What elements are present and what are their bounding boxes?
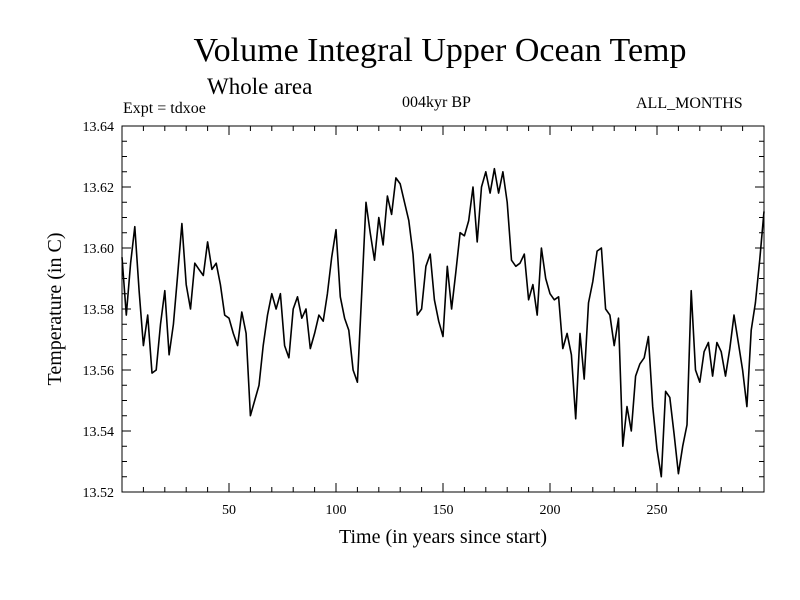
y-tick-label: 13.52: [83, 486, 115, 501]
months-label: ALL_MONTHS: [636, 95, 743, 112]
x-tick-label: 200: [540, 503, 561, 518]
y-tick-label: 13.60: [83, 242, 115, 257]
x-axis-label: Time (in years since start): [339, 526, 547, 548]
x-tick-label: 50: [222, 503, 236, 518]
x-tick-label: 100: [326, 503, 347, 518]
chart-subtitle: Whole area: [207, 74, 313, 99]
x-tick-label: 150: [433, 503, 454, 518]
y-tick-label: 13.58: [83, 303, 115, 318]
experiment-label: Expt = tdxoe: [123, 100, 206, 117]
series-line: [121, 167, 765, 478]
chart-title: Volume Integral Upper Ocean Temp: [193, 32, 687, 69]
axis-ticks: [122, 126, 764, 492]
plot-frame: [121, 125, 765, 493]
y-tick-label: 13.56: [83, 364, 115, 379]
y-tick-label: 13.62: [83, 181, 115, 196]
y-tick-label: 13.64: [83, 120, 115, 135]
y-tick-label: 13.54: [83, 425, 115, 440]
x-tick-label: 250: [647, 503, 668, 518]
y-axis-label: Temperature (in C): [44, 233, 66, 386]
period-label: 004kyr BP: [402, 94, 471, 111]
tick-labels: 50 100 150 200 250 13.52 13.54 13.56 13.58 13.60 1…: [83, 120, 668, 518]
